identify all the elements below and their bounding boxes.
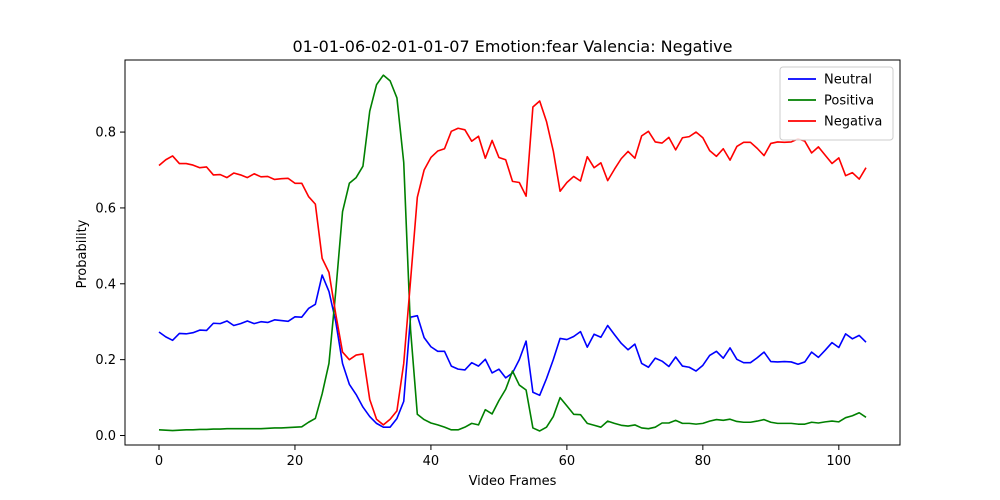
x-tick-label: 80 bbox=[695, 454, 712, 469]
legend-label-positiva: Positiva bbox=[824, 94, 874, 109]
plot-area: 0 20 40 60 80 100 0.0 0.2 0.4 0.6 0.8 bbox=[95, 59, 901, 469]
plot-frame bbox=[124, 59, 901, 446]
x-tick-label: 40 bbox=[423, 454, 440, 469]
series-line-positiva bbox=[158, 74, 867, 432]
legend-label-neutral: Neutral bbox=[824, 73, 872, 88]
y-axis-label: Probability bbox=[75, 219, 90, 288]
y-tick-label: 0.6 bbox=[95, 201, 116, 216]
x-tick-label: 20 bbox=[287, 454, 304, 469]
series-line-negativa bbox=[158, 100, 867, 426]
x-tick-label: 60 bbox=[559, 454, 576, 469]
series-line-neutral bbox=[158, 274, 867, 428]
x-tick-label: 100 bbox=[826, 454, 851, 469]
x-tick-label: 0 bbox=[155, 454, 163, 469]
x-axis-label: Video Frames bbox=[469, 474, 557, 489]
y-tick-label: 0.4 bbox=[95, 277, 116, 292]
legend: Neutral Positiva Negativa bbox=[779, 66, 894, 141]
y-tick-label: 0.0 bbox=[95, 429, 116, 444]
y-tick-label: 0.2 bbox=[95, 353, 116, 368]
y-tick-label: 0.8 bbox=[95, 126, 116, 141]
chart-title: 01-01-06-02-01-01-07 Emotion:fear Valenc… bbox=[293, 37, 733, 56]
legend-label-negativa: Negativa bbox=[824, 115, 882, 130]
